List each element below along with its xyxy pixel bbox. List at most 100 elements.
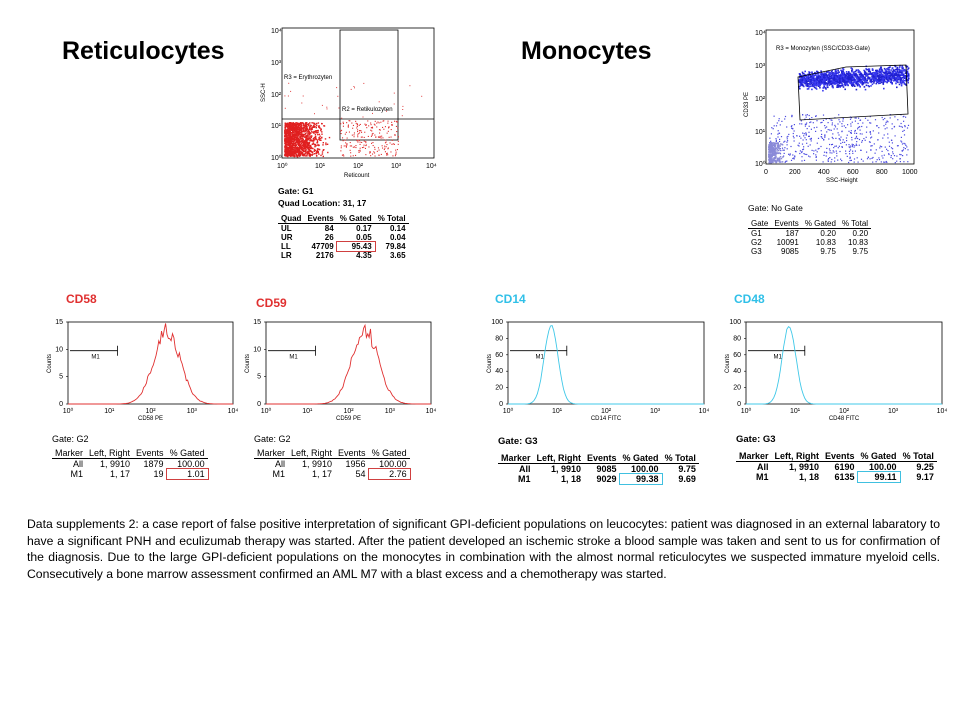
event-dot [809, 81, 812, 83]
event-dot [770, 140, 772, 142]
event-dot [882, 119, 884, 121]
event-dot [772, 161, 774, 164]
event-dot [848, 130, 850, 132]
event-dot [298, 153, 301, 155]
event-dot [896, 79, 899, 82]
event-dot [828, 73, 831, 75]
event-dot [822, 114, 825, 116]
event-dot [296, 155, 298, 157]
event-dot [292, 124, 295, 126]
event-dot [319, 139, 321, 141]
event-dot [834, 71, 837, 74]
event-dot [816, 82, 819, 84]
event-dot [295, 154, 297, 156]
event-dot [840, 78, 843, 81]
event-dot [768, 153, 770, 156]
event-dot [829, 157, 831, 159]
event-dot [881, 71, 883, 73]
event-dot [348, 120, 350, 122]
event-dot [841, 72, 843, 75]
event-dot [900, 73, 903, 75]
event-dot [824, 73, 827, 76]
event-dot [782, 156, 784, 158]
event-dot [307, 134, 309, 137]
event-dot [818, 77, 820, 79]
event-dot [788, 153, 790, 155]
event-dot [890, 69, 892, 71]
reticulocyte-events [284, 82, 423, 158]
event-dot [352, 155, 354, 157]
stats-header: % Total [899, 451, 937, 462]
event-dot [823, 81, 826, 84]
event-dot [308, 130, 310, 133]
event-dot [825, 88, 827, 90]
histogram-curve [746, 325, 942, 405]
event-dot [797, 144, 799, 146]
event-dot [855, 73, 857, 75]
event-dot [300, 147, 302, 149]
event-dot [304, 129, 306, 132]
event-dot [374, 134, 376, 136]
table-cell: UR [281, 233, 293, 242]
table-cell: 9085 [596, 464, 617, 474]
table-cell: LL [281, 242, 291, 251]
table-cell: 10091 [776, 238, 799, 247]
event-dot [834, 77, 836, 80]
event-dot [347, 125, 349, 127]
event-dot [812, 74, 814, 76]
event-dot [892, 72, 894, 74]
event-dot [842, 70, 844, 73]
event-dot [300, 138, 303, 140]
event-dot [773, 142, 776, 144]
event-dot [290, 148, 292, 150]
event-dot [879, 74, 882, 76]
event-dot [770, 151, 773, 153]
event-dot [836, 155, 838, 157]
event-dot [886, 80, 889, 83]
event-dot [284, 145, 287, 147]
event-dot [854, 73, 856, 75]
m1-label: M1 [536, 355, 545, 361]
event-dot [801, 143, 804, 145]
event-dot [809, 121, 811, 124]
event-dot [296, 143, 299, 145]
event-dot [317, 122, 320, 124]
event-dot [881, 79, 884, 81]
event-dot [303, 136, 306, 138]
event-dot [294, 127, 296, 129]
event-dot [804, 153, 806, 155]
event-dot [876, 80, 878, 82]
event-dot [315, 145, 317, 147]
event-dot [840, 158, 842, 160]
event-dot [352, 124, 354, 126]
event-dot [885, 123, 887, 125]
event-dot [813, 79, 815, 82]
event-dot [381, 135, 383, 137]
event-dot [287, 123, 289, 126]
event-dot [773, 115, 775, 117]
event-dot [347, 124, 349, 126]
event-dot [311, 135, 313, 137]
event-dot [802, 77, 804, 80]
stats-table: Marker Left, Right Events % Gated All 1,… [52, 448, 209, 480]
event-dot [313, 125, 315, 127]
event-dot [839, 79, 841, 81]
event-dot [843, 84, 846, 86]
event-dot [363, 144, 365, 146]
event-dot [771, 161, 773, 163]
event-dot [820, 136, 822, 138]
event-dot [350, 155, 352, 157]
event-dot [294, 155, 296, 157]
event-dot [395, 125, 397, 127]
event-dot [853, 161, 855, 163]
table-row: All 1, 9910 6190 100.00 9.25 [736, 462, 937, 472]
event-dot [769, 155, 771, 157]
event-dot [293, 128, 296, 130]
event-dot [864, 139, 866, 141]
event-dot [844, 84, 847, 87]
event-dot [377, 121, 379, 123]
event-dot [292, 134, 294, 137]
event-dot [295, 147, 297, 149]
event-dot [870, 73, 873, 75]
